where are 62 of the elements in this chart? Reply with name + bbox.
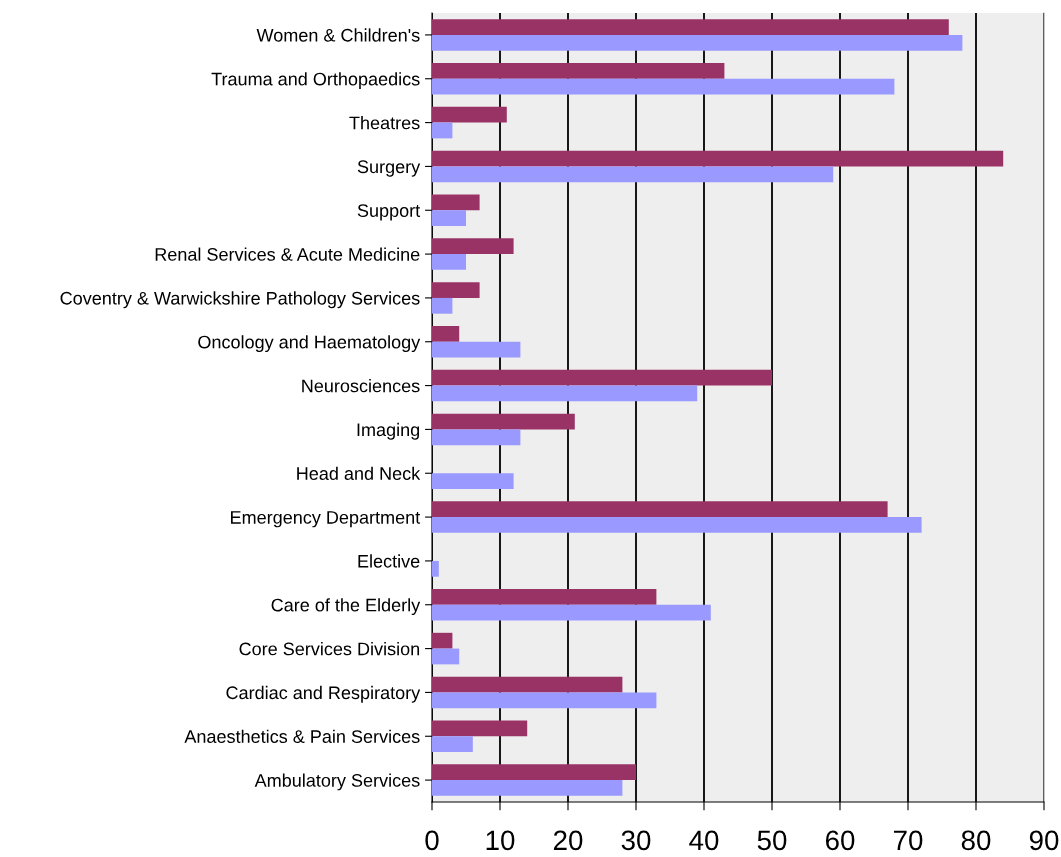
- x-tick-label: 60: [825, 830, 855, 851]
- x-tick-label: 30: [621, 830, 651, 851]
- y-tick-label: Oncology and Haematology: [198, 335, 421, 353]
- bar: [432, 604, 711, 621]
- y-tick-label: Coventry & Warwickshire Pathology Services: [60, 291, 420, 309]
- x-tick-label: 70: [893, 830, 923, 851]
- y-tick-label: Care of the Elderly: [271, 598, 421, 616]
- bar: [432, 720, 528, 737]
- bar: [432, 62, 725, 79]
- bar: [432, 780, 623, 796]
- y-tick-label: Surgery: [357, 160, 421, 177]
- y-tick-label: Ambulatory Services: [254, 773, 420, 791]
- bar: [432, 429, 521, 446]
- x-tick-label: 90: [1029, 830, 1059, 851]
- bar: [432, 369, 772, 386]
- bar: [432, 194, 480, 211]
- y-tick-label: Elective: [358, 554, 420, 568]
- bar: [432, 517, 922, 533]
- bar: [432, 297, 453, 314]
- y-tick-label: Emergency Department: [231, 511, 421, 528]
- y-tick-label: Support: [357, 204, 421, 221]
- bar: [432, 19, 949, 35]
- y-tick-label: Core Services Division: [239, 642, 420, 656]
- x-tick-label: 10: [486, 830, 515, 851]
- y-tick-label: Neurosciences: [302, 379, 420, 393]
- x-tick-label: 20: [553, 830, 583, 851]
- bar: [432, 632, 453, 649]
- y-tick-label: Head and Neck: [297, 466, 421, 480]
- y-tick-label: Imaging: [357, 422, 420, 440]
- y-tick-label: Women & Children's: [256, 28, 420, 42]
- y-tick-label: Trauma and Orthopaedics: [211, 72, 420, 90]
- bar: [432, 648, 460, 665]
- bar: [432, 764, 636, 781]
- x-tick-label: 50: [757, 830, 787, 851]
- bar: [432, 150, 1004, 167]
- bar: [432, 166, 834, 183]
- x-tick-label: 80: [961, 830, 991, 851]
- bar: [432, 413, 575, 430]
- bar: [432, 385, 698, 402]
- bar: [432, 736, 473, 753]
- bar: [432, 676, 623, 693]
- y-tick-label: Theatres: [349, 116, 420, 130]
- bar: [432, 122, 453, 139]
- bar: [432, 282, 480, 298]
- bar: [432, 588, 657, 605]
- bar: [432, 238, 514, 255]
- bar: [432, 325, 460, 342]
- x-tick-label: 40: [689, 830, 719, 851]
- bar: [432, 34, 963, 51]
- bar: [432, 692, 657, 709]
- bar: [432, 106, 507, 123]
- bar: [432, 473, 514, 490]
- y-tick-label: Renal Services & Acute Medicine: [155, 247, 420, 261]
- bar: [432, 254, 466, 270]
- bar: [432, 210, 466, 227]
- bar: [432, 78, 895, 95]
- bar: [432, 341, 521, 358]
- bar: [432, 560, 439, 577]
- y-tick-label: Cardiac and Respiratory: [226, 685, 421, 703]
- y-tick-label: Anaesthetics & Pain Services: [184, 729, 420, 743]
- x-tick-label: 0: [425, 830, 439, 851]
- bar: [432, 501, 888, 518]
